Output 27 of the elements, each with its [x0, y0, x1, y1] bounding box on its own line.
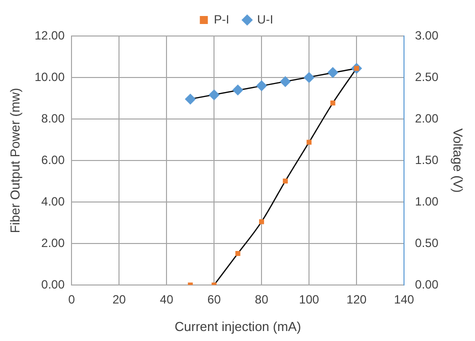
y-tick-label: 6.00: [41, 152, 65, 167]
y2-tick-label: 1.00: [415, 194, 439, 208]
y-tick-label: 10.00: [34, 70, 65, 84]
x-tick-label: 140: [394, 292, 414, 307]
x-tick-label: 60: [207, 292, 222, 307]
y2-tick-label: 1.50: [415, 152, 439, 167]
x-tick-label: 120: [346, 292, 367, 307]
x-tick-label: 40: [160, 292, 174, 307]
y-tick-label: 2.00: [41, 236, 65, 250]
x-axis-title: Current injection (mA): [174, 318, 302, 334]
y-tick-label: 0.00: [41, 277, 65, 292]
y2-axis-title: Voltage (V): [450, 128, 466, 193]
x-tick-label: 100: [299, 292, 320, 307]
y2-tick-label: 2.50: [415, 70, 439, 84]
legend-label: U-I: [257, 12, 274, 26]
y2-tick-label: 0.00: [415, 277, 439, 292]
legend-label: P-I: [214, 12, 230, 26]
y-tick-label: 12.00: [34, 28, 65, 42]
x-tick-label: 20: [112, 292, 126, 307]
x-tick-label: 80: [254, 292, 269, 307]
y2-tick-label: 3.00: [415, 28, 439, 42]
y-tick-label: 8.00: [41, 111, 65, 126]
y-axis-title: Fiber Output Power (mw): [7, 88, 22, 234]
y-tick-label: 4.00: [41, 194, 65, 208]
y2-tick-label: 0.50: [415, 236, 439, 250]
x-tick-label: 0: [68, 292, 76, 307]
y2-tick-label: 2.00: [415, 111, 439, 126]
